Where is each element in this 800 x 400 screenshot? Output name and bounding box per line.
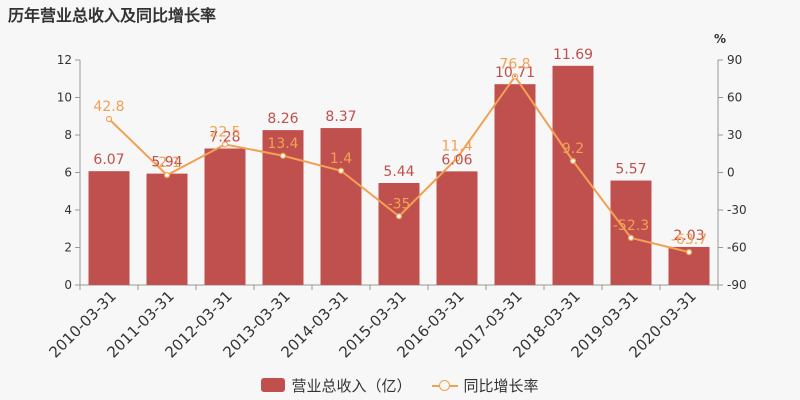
growth-point — [105, 115, 113, 123]
growth-point — [511, 73, 519, 80]
growth-data-label: 11.4 — [441, 138, 472, 154]
bar — [204, 148, 246, 285]
growth-data-label: 1.4 — [330, 151, 352, 167]
bar — [610, 180, 652, 285]
growth-data-label: 22.5 — [209, 124, 240, 140]
chart-title: 历年营业总收入及同比增长率 — [8, 6, 217, 25]
legend-item-revenue[interactable]: 营业总收入（亿） — [261, 375, 412, 396]
y-left-tick-label: 2 — [64, 241, 72, 255]
y-right-unit: % — [714, 32, 726, 46]
y-right-tick-label: 90 — [727, 53, 742, 67]
bar-data-label: 6.07 — [93, 152, 124, 168]
growth-point — [685, 249, 693, 256]
bar-data-label: 8.37 — [325, 109, 356, 125]
bar-data-label: 8.26 — [267, 111, 298, 127]
bar-data-label: 2.03 — [673, 228, 704, 244]
bar — [436, 171, 478, 285]
growth-point — [279, 152, 287, 159]
y-left-tick-label: 12 — [57, 53, 72, 67]
growth-data-label: -2.1 — [153, 155, 180, 171]
bar-data-label: 5.94 — [151, 155, 182, 171]
legend-label-growth: 同比增长率 — [463, 376, 539, 395]
y-left-tick-label: 0 — [64, 278, 72, 292]
y-left-tick-label: 8 — [64, 128, 72, 142]
growth-point — [337, 167, 345, 174]
bar — [146, 173, 188, 285]
growth-point — [569, 157, 577, 165]
bar-data-label: 6.06 — [441, 152, 472, 168]
legend-item-growth[interactable]: 同比增长率 — [431, 375, 539, 396]
growth-data-label: 13.4 — [267, 136, 298, 152]
bar — [88, 171, 130, 285]
growth-data-label: 42.8 — [93, 99, 124, 115]
bar-data-label: 5.44 — [383, 164, 414, 180]
growth-data-label: -35 — [388, 196, 411, 212]
growth-point — [221, 141, 229, 148]
y-right-tick-label: 60 — [727, 91, 742, 105]
growth-data-label: 9.2 — [562, 141, 584, 157]
growth-data-label: -63.7 — [671, 232, 707, 248]
y-left-tick-label: 6 — [64, 166, 72, 180]
bar — [552, 65, 594, 285]
legend-bar-swatch — [261, 378, 286, 392]
growth-point — [163, 172, 171, 179]
y-right-tick-label: 0 — [727, 166, 735, 180]
growth-data-label: -52.3 — [613, 218, 649, 234]
y-left-tick-label: 10 — [57, 91, 72, 105]
bar-data-label: 10.71 — [495, 65, 535, 81]
y-right-tick-label: -30 — [727, 203, 747, 217]
growth-data-label: 76.8 — [499, 57, 530, 73]
legend: 营业总收入（亿） 同比增长率 — [0, 374, 800, 396]
y-right-tick-label: 30 — [727, 128, 742, 142]
growth-point — [453, 155, 461, 162]
bar — [320, 128, 362, 285]
growth-point — [395, 213, 403, 220]
legend-line-swatch — [431, 378, 458, 392]
bar-data-label: 7.28 — [209, 130, 240, 146]
y-left-tick-label: 4 — [64, 203, 72, 217]
growth-point — [627, 234, 635, 241]
bar-data-label: 5.57 — [615, 162, 646, 178]
legend-label-revenue: 营业总收入（亿） — [291, 376, 412, 395]
bar — [378, 183, 420, 285]
y-right-tick-label: -90 — [727, 278, 747, 292]
bar — [494, 84, 536, 285]
bar-data-label: 11.69 — [553, 47, 593, 63]
y-right-tick-label: -60 — [727, 241, 747, 255]
